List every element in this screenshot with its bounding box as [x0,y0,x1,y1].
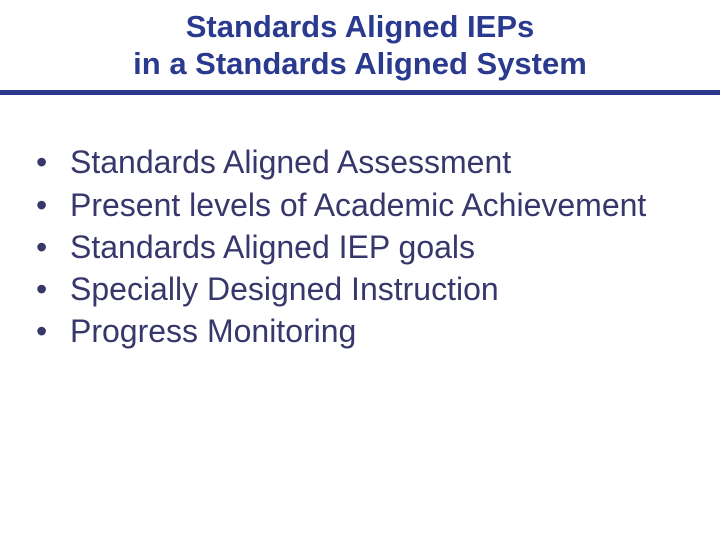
bullet-text: Specially Designed Instruction [70,268,499,310]
bullet-text: Standards Aligned Assessment [70,141,511,183]
list-item: • Progress Monitoring [28,310,692,352]
title-line-2: in a Standards Aligned System [0,45,720,82]
bullet-icon: • [28,141,70,183]
bullet-icon: • [28,268,70,310]
list-item: • Standards Aligned IEP goals [28,226,692,268]
list-item: • Present levels of Academic Achievement [28,184,692,226]
bullet-icon: • [28,226,70,268]
title-line-1: Standards Aligned IEPs [0,8,720,45]
list-item: • Standards Aligned Assessment [28,141,692,183]
bullet-icon: • [28,310,70,352]
bullet-text: Standards Aligned IEP goals [70,226,475,268]
list-item: • Specially Designed Instruction [28,268,692,310]
bullet-text: Progress Monitoring [70,310,356,352]
slide-body: • Standards Aligned Assessment • Present… [0,95,720,352]
bullet-text: Present levels of Academic Achievement [70,184,646,226]
slide-header: Standards Aligned IEPs in a Standards Al… [0,0,720,88]
bullet-icon: • [28,184,70,226]
